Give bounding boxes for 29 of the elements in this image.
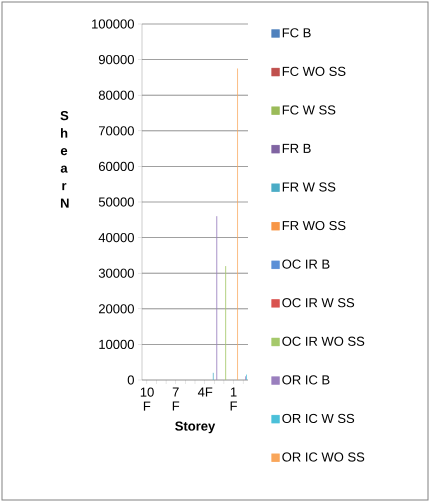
y-tick-label: 40000 (98, 232, 134, 242)
y-tick-label: 100000 (92, 19, 134, 29)
legend-label: OC IR WO SS (282, 336, 364, 346)
legend-label: OC IR B (282, 260, 330, 269)
y-tick-label: 30000 (98, 268, 134, 278)
y-tick-label: 90000 (98, 54, 134, 64)
y-tick-label: 80000 (98, 90, 134, 100)
x-tick-label: 4F (198, 388, 212, 396)
legend-label: FC WO SS (282, 66, 346, 76)
legend-label: FR W SS (282, 182, 336, 192)
legend-label: FC W SS (282, 105, 336, 115)
x-axis-title: Storey (175, 421, 216, 434)
y-tick-label: 10000 (99, 340, 134, 349)
x-tick-label: 1 F (230, 388, 237, 410)
y-tick-label: 60000 (98, 162, 134, 171)
legend-label: FC B (282, 28, 311, 38)
legend-label: FR WO SS (282, 220, 346, 230)
legend-label: OR IC B (282, 375, 330, 384)
legend-label: OC IR W SS (282, 298, 354, 308)
legend-label: OR IC W SS (282, 414, 354, 424)
legend-label: OR IC WO SS (282, 452, 364, 462)
x-tick-label: 10 F (140, 388, 154, 411)
x-tick-label: 7 F (172, 388, 180, 410)
y-tick-label: 70000 (98, 126, 134, 136)
y-tick-label: 0 (128, 375, 134, 385)
y-tick-label: 50000 (98, 197, 134, 207)
y-axis-title: S h e a r N (60, 110, 69, 208)
y-tick-label: 20000 (98, 304, 134, 314)
legend-label: FR B (282, 144, 311, 153)
